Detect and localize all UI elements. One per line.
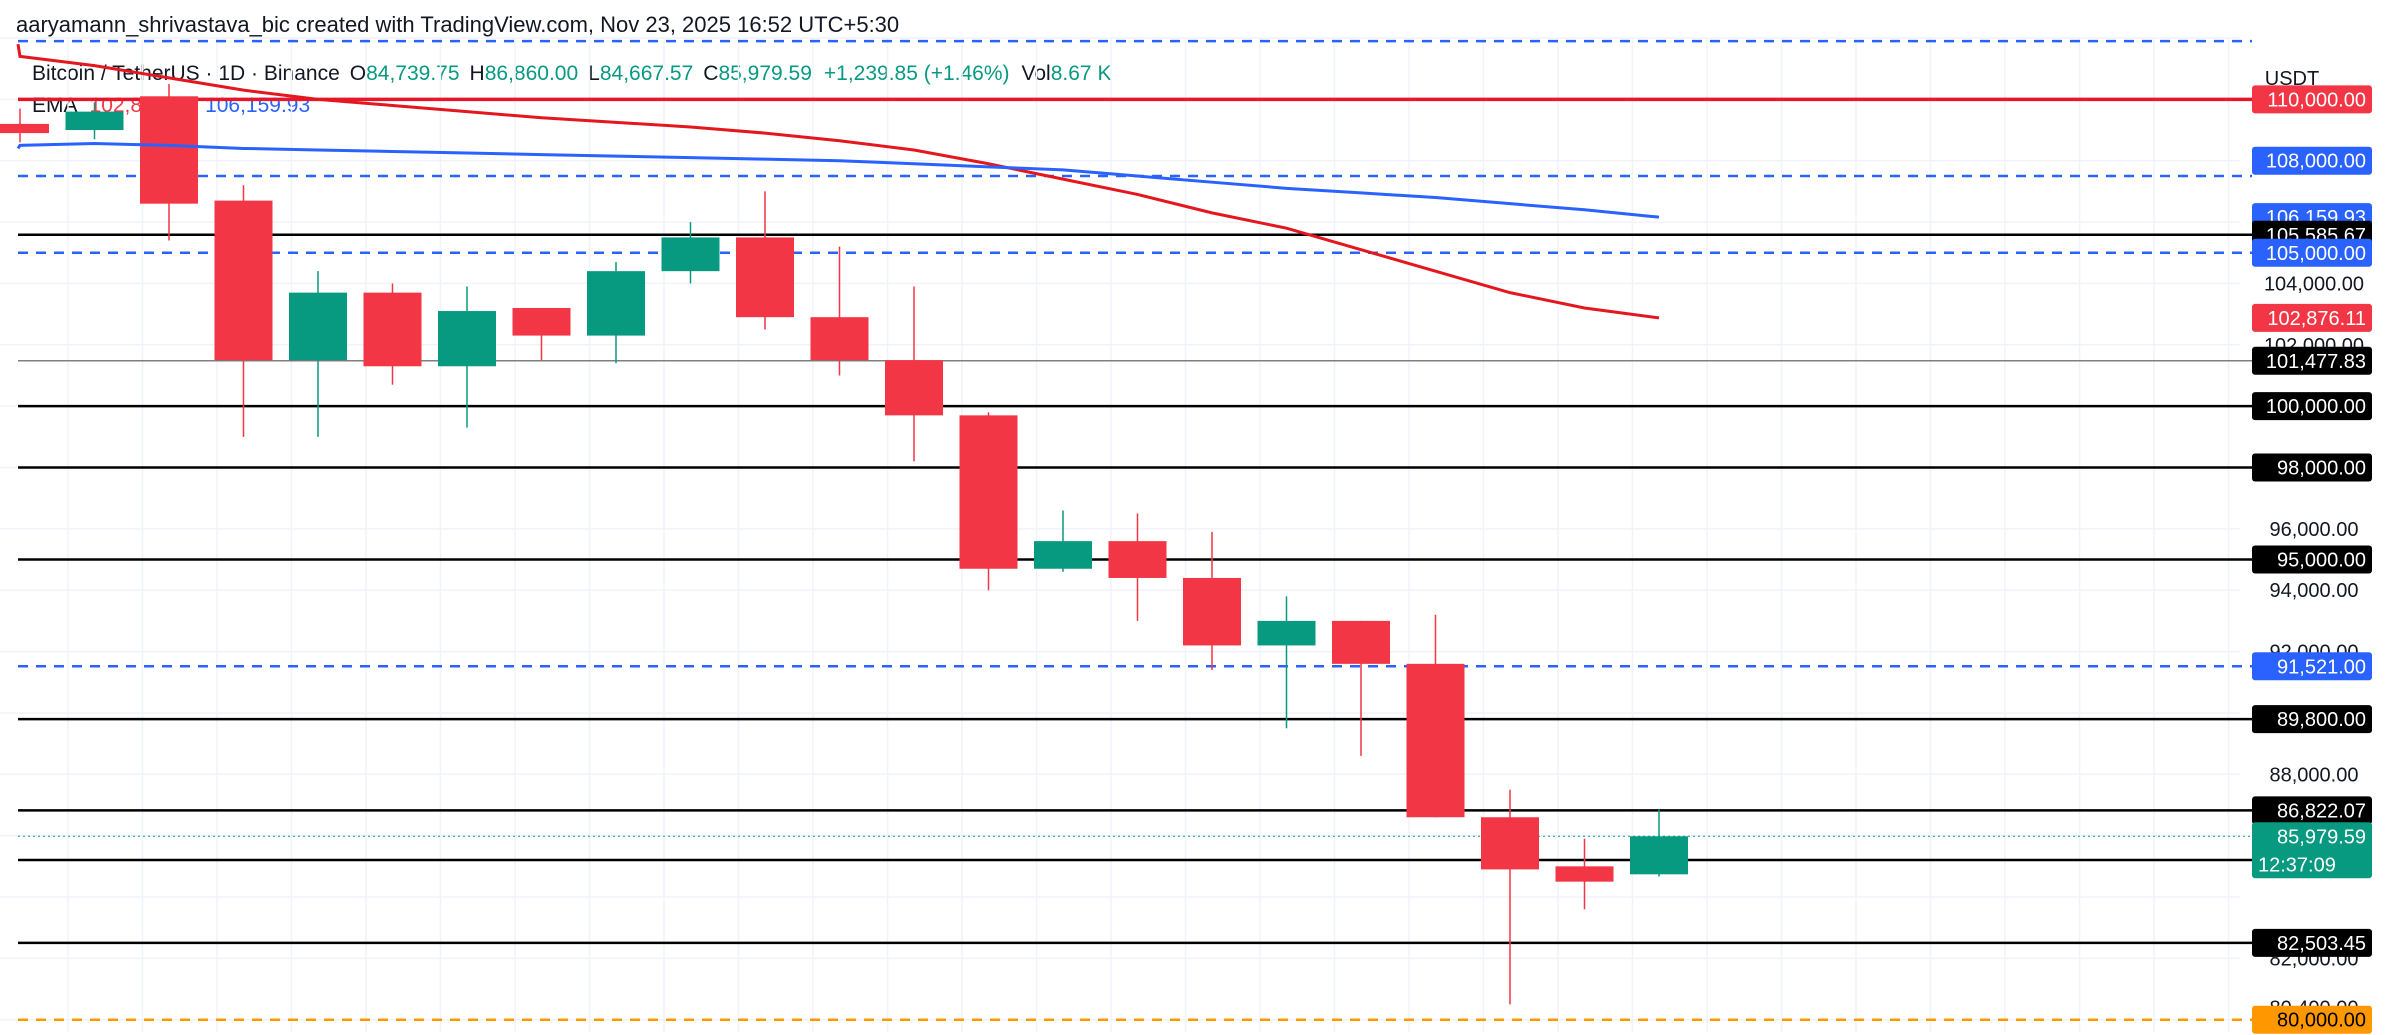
price-tick-label: 94,000.00 — [2270, 580, 2359, 602]
legend-high-label: H — [469, 62, 485, 85]
price-label-box — [2252, 392, 2372, 421]
legend-low-label: L — [588, 62, 600, 85]
price-tick-label: 88,000.00 — [2270, 764, 2359, 786]
candle-body — [587, 271, 645, 336]
candle-body — [959, 415, 1018, 569]
candles — [0, 84, 1688, 1005]
candle-body — [885, 360, 943, 416]
price-label-text: 91,521.00 — [2277, 656, 2366, 678]
current-price-text: 85,979.59 — [2277, 826, 2366, 848]
chart-attribution: aaryamann_shrivastava_bic created with T… — [16, 12, 900, 37]
horizontal-levels — [18, 39, 2252, 1021]
candle-body — [1481, 817, 1539, 870]
price-label-box — [2252, 705, 2372, 734]
ema-lines — [16, 43, 1660, 320]
price-label-box — [2252, 346, 2372, 375]
candle-body — [0, 123, 49, 134]
candle-body — [65, 111, 124, 131]
legend-open-label: O — [349, 62, 367, 85]
price-label-box — [2252, 238, 2372, 267]
candle-body — [1183, 577, 1241, 646]
legend-close-value: 85,979.59 — [718, 62, 812, 85]
candle-body — [1406, 663, 1465, 818]
price-label-text: 95,000.00 — [2277, 550, 2366, 572]
candle-body — [1332, 620, 1390, 664]
countdown-text: 12:37:09 — [2258, 854, 2336, 876]
price-label-box — [2252, 545, 2372, 574]
candle-body — [661, 237, 720, 272]
price-label-text: 89,800.00 — [2277, 709, 2366, 731]
price-label-text: 102,876.11 — [2267, 308, 2366, 330]
ohlc-legend: Bitcoin / TetherUS · 1D · Binance O 84,7… — [32, 62, 1111, 86]
candle-body — [214, 200, 273, 361]
price-label-box — [2252, 796, 2372, 825]
legend-change: +1,239.85 (+1.46%) — [823, 62, 1010, 85]
legend-vol-value: 8.67 K — [1050, 62, 1112, 85]
price-label-text: 80,000.00 — [2277, 1010, 2366, 1032]
price-tick-label: 96,000.00 — [2270, 519, 2359, 541]
ema-slow-line — [16, 142, 1660, 219]
candle-body — [438, 311, 496, 367]
candle-body — [1108, 541, 1167, 578]
candle-body — [810, 317, 869, 361]
price-label-text: 101,477.83 — [2266, 351, 2366, 373]
legend-close-label: C — [703, 62, 719, 85]
price-label-text: 105,000.00 — [2266, 243, 2366, 265]
price-label-text: 110,000.00 — [2267, 89, 2366, 111]
candle-body — [512, 307, 571, 336]
legend-high-value: 86,860.00 — [484, 62, 579, 85]
ema-fast-line — [16, 43, 1660, 320]
price-label-text: 100,000.00 — [2266, 396, 2366, 418]
price-label-box — [2252, 652, 2372, 681]
price-label-box — [2252, 303, 2372, 332]
legend-low-value: 84,667.57 — [599, 62, 694, 85]
price-labels: 110,000.00108,000.00106,159.93105,585.67… — [2252, 85, 2372, 1034]
candle-body — [289, 292, 347, 361]
price-label-box — [2252, 453, 2372, 482]
legend-open-value: 84,739.75 — [366, 62, 460, 85]
price-tick-label: 104,000.00 — [2264, 273, 2364, 295]
chart-grid — [0, 37, 2240, 1032]
price-label-text: 108,000.00 — [2266, 151, 2366, 173]
candle-body — [1630, 836, 1688, 875]
price-label-text: 82,503.45 — [2277, 933, 2366, 955]
price-label-text: 86,822.07 — [2277, 800, 2366, 822]
current-price-box — [2252, 822, 2372, 879]
candle-body — [1257, 620, 1316, 646]
price-label-box — [2252, 146, 2372, 175]
price-label-box — [2252, 928, 2372, 957]
candle-body — [1555, 866, 1614, 882]
price-label-text: 98,000.00 — [2277, 458, 2366, 480]
price-axis-unit[interactable]: USDT — [2264, 67, 2320, 90]
price-axis-ticks: 80,400.0082,000.0088,000.0090,000.0092,0… — [2264, 273, 2364, 1019]
candle-body — [363, 292, 422, 367]
candle-body — [1034, 541, 1092, 569]
price-label-box — [2252, 85, 2372, 114]
candle-body — [140, 96, 198, 204]
candle-body — [736, 237, 794, 318]
price-label-box — [2252, 1005, 2372, 1034]
